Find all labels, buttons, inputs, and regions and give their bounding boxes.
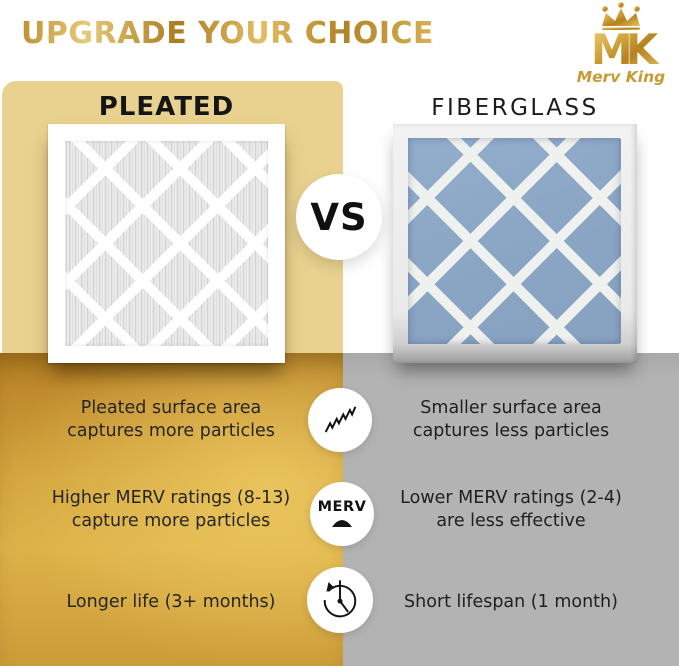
clock-icon xyxy=(307,567,373,633)
page-title: UPGRADE YOUR CHOICE xyxy=(21,16,434,51)
claim-short-lifespan: Short lifespan (1 month) xyxy=(352,591,670,614)
merv-gauge-icon: MERV xyxy=(310,482,374,546)
claim-line: captures more particles xyxy=(67,421,275,441)
claim-line: are less effective xyxy=(436,511,586,531)
claim-line: Longer life (3+ months) xyxy=(66,592,276,612)
brand-name: Merv King xyxy=(577,68,666,86)
brand-logo: MK Merv King xyxy=(577,2,667,86)
claim-line: Lower MERV ratings (2-4) xyxy=(400,488,622,508)
fiberglass-filter-image xyxy=(393,124,637,363)
claim-smaller-surface: Smaller surface area captures less parti… xyxy=(352,397,670,443)
brand-monogram: MK xyxy=(591,25,660,74)
claim-line: Higher MERV ratings (8-13) xyxy=(51,488,291,508)
pleated-filter-media xyxy=(65,141,268,346)
crown-icon xyxy=(602,2,640,30)
claim-line: Smaller surface area xyxy=(420,398,602,418)
vs-label: VS xyxy=(310,195,368,239)
vs-badge: VS xyxy=(296,174,382,260)
claim-line: Pleated surface area xyxy=(80,398,262,418)
fiberglass-filter-media xyxy=(408,138,621,344)
fiberglass-heading: FIBERGLASS xyxy=(431,95,599,121)
claim-line: capture more particles xyxy=(71,511,271,531)
claim-line: captures less particles xyxy=(412,421,610,441)
claim-pleated-surface: Pleated surface area captures more parti… xyxy=(8,397,334,443)
claim-higher-merv: Higher MERV ratings (8-13) capture more … xyxy=(8,487,334,533)
claim-line: Short lifespan (1 month) xyxy=(404,592,618,612)
claim-lower-merv: Lower MERV ratings (2-4) are less effect… xyxy=(352,487,670,533)
right-column-bottom-background xyxy=(343,353,679,666)
claim-longer-life: Longer life (3+ months) xyxy=(8,591,334,614)
merv-icon-label: MERV xyxy=(317,499,367,515)
pleated-filter-image xyxy=(48,124,285,363)
pleat-zigzag-icon xyxy=(308,388,372,452)
left-column-bottom-background xyxy=(0,353,343,666)
pleated-heading: PLEATED xyxy=(98,92,235,122)
